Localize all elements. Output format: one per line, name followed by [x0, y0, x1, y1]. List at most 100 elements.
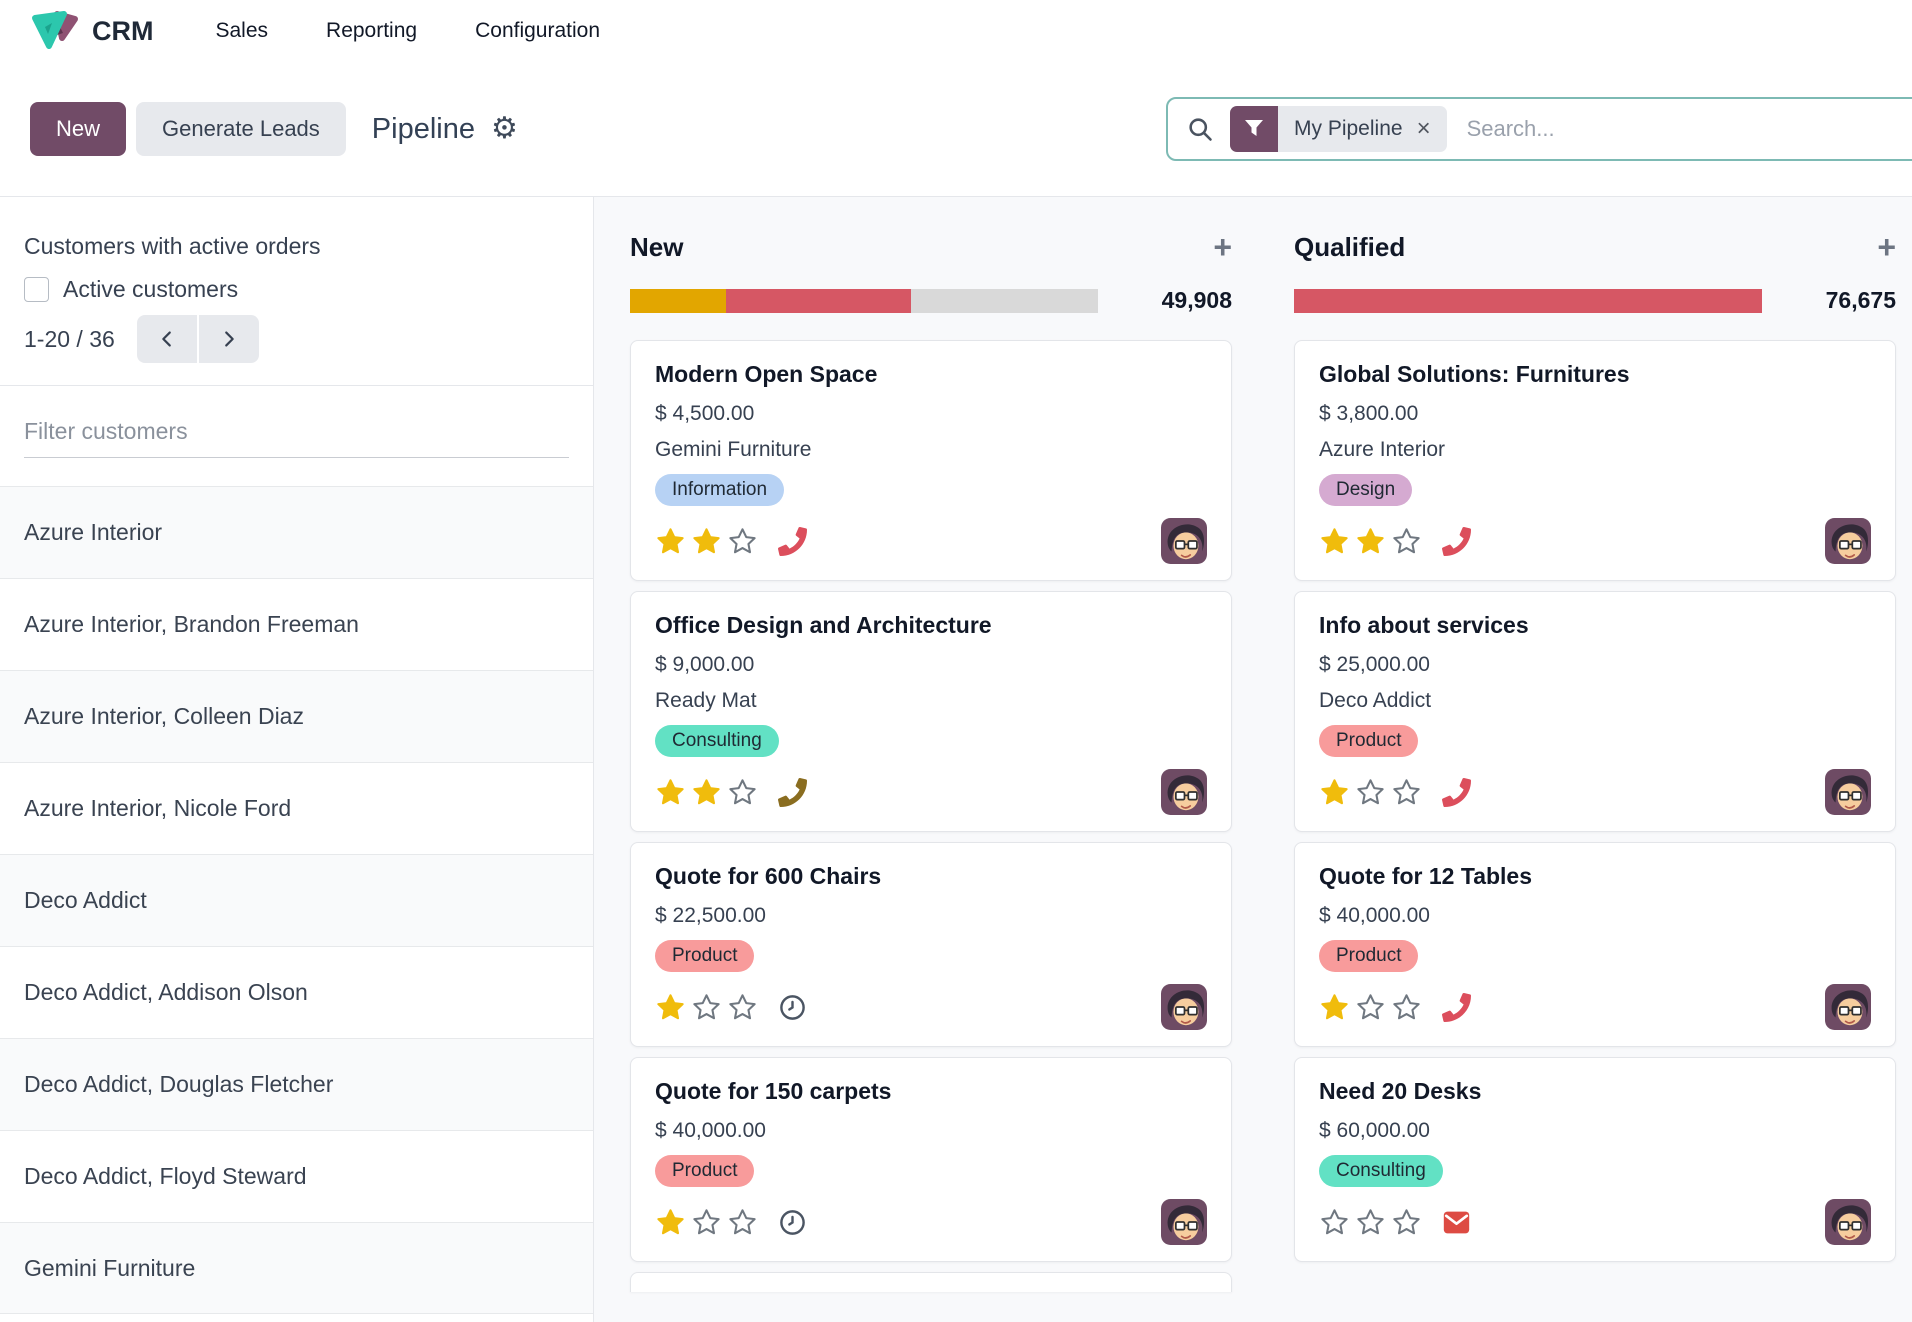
pager-next-button[interactable]	[198, 315, 259, 363]
star-filled-icon[interactable]	[691, 526, 722, 557]
kanban-card-modern-open-space[interactable]: Modern Open Space $ 4,500.00 Gemini Furn…	[630, 340, 1232, 581]
crm-app-logo-icon[interactable]	[30, 9, 80, 53]
card-title: Quote for 600 Chairs	[655, 863, 882, 889]
avatar-image	[1161, 984, 1207, 1030]
customer-list: Azure Interior Azure Interior, Brandon F…	[0, 486, 593, 1314]
clock-activity-icon	[780, 1209, 805, 1235]
salesperson-avatar[interactable]	[1161, 518, 1207, 564]
star-filled-icon[interactable]	[691, 777, 722, 808]
customer-name: Gemini Furniture	[24, 1254, 196, 1281]
customer-row-azure-interior-nicole-ford[interactable]: Azure Interior, Nicole Ford	[0, 762, 593, 854]
tag-consulting: Consulting	[655, 725, 779, 757]
column-progressbar[interactable]	[630, 288, 1098, 313]
customer-name: Azure Interior	[24, 519, 163, 545]
customer-row-deco-addict[interactable]: Deco Addict	[0, 854, 593, 946]
kanban-card-office-design-and-architecture[interactable]: Office Design and Architecture $ 9,000.0…	[630, 591, 1232, 832]
chevron-left-icon	[162, 331, 171, 347]
new-button[interactable]: New	[30, 102, 127, 156]
star-empty-icon[interactable]	[727, 777, 758, 808]
phone-activity-button[interactable]	[1442, 992, 1471, 1022]
salesperson-avatar[interactable]	[1825, 1199, 1871, 1245]
phone-activity-button[interactable]	[1442, 777, 1471, 807]
card-amount: $ 4,500.00	[655, 402, 755, 425]
progress-segment[interactable]	[1294, 288, 1762, 313]
star-filled-icon[interactable]	[1319, 526, 1350, 557]
kanban-card-quote-for-600-chairs[interactable]: Quote for 600 Chairs $ 22,500.00 Product	[630, 842, 1232, 1047]
star-filled-icon[interactable]	[655, 777, 686, 808]
progress-segment[interactable]	[725, 288, 911, 313]
priority-stars	[655, 992, 758, 1023]
card-title: Need 20 Desks	[1319, 1078, 1482, 1104]
phone-activity-button[interactable]	[778, 777, 807, 807]
clock-activity-button[interactable]	[778, 1208, 807, 1237]
customer-row-deco-addict-floyd-steward[interactable]: Deco Addict, Floyd Steward	[0, 1130, 593, 1222]
add-column-record-icon[interactable]: +	[1213, 229, 1232, 265]
envelope-activity-button[interactable]	[1442, 1208, 1471, 1237]
customer-row-gemini-furniture[interactable]: Gemini Furniture	[0, 1222, 593, 1314]
star-empty-icon[interactable]	[1355, 1207, 1386, 1238]
kanban-card-global-solutions-furnitures[interactable]: Global Solutions: Furnitures $ 3,800.00 …	[1294, 340, 1896, 581]
phone-activity-icon	[778, 777, 807, 807]
salesperson-avatar[interactable]	[1161, 769, 1207, 815]
clock-activity-button[interactable]	[778, 993, 807, 1022]
salesperson-avatar[interactable]	[1161, 1199, 1207, 1245]
star-filled-icon[interactable]	[655, 1207, 686, 1238]
star-empty-icon[interactable]	[727, 1207, 758, 1238]
progress-segment[interactable]	[630, 288, 726, 313]
kanban-card-quote-for-12-tables[interactable]: Quote for 12 Tables $ 40,000.00 Product	[1294, 842, 1896, 1047]
phone-activity-button[interactable]	[778, 526, 807, 556]
star-filled-icon[interactable]	[1319, 992, 1350, 1023]
star-empty-icon[interactable]	[1319, 1207, 1350, 1238]
menu-item-sales[interactable]: Sales	[215, 19, 269, 42]
customer-row-azure-interior-brandon-freeman[interactable]: Azure Interior, Brandon Freeman	[0, 578, 593, 670]
star-filled-icon[interactable]	[1355, 526, 1386, 557]
star-empty-icon[interactable]	[727, 992, 758, 1023]
menu-item-reporting[interactable]: Reporting	[326, 19, 418, 42]
star-filled-icon[interactable]	[655, 526, 686, 557]
add-column-record-icon[interactable]: +	[1877, 229, 1896, 265]
kanban-card-quote-for-150-carpets[interactable]: Quote for 150 carpets $ 40,000.00 Produc…	[630, 1057, 1232, 1262]
phone-activity-button[interactable]	[1442, 526, 1471, 556]
filter-customers-input[interactable]	[24, 418, 569, 458]
kanban-card-partial[interactable]	[630, 1272, 1232, 1292]
star-filled-icon[interactable]	[655, 992, 686, 1023]
card-title: Quote for 12 Tables	[1319, 863, 1533, 889]
search-bar[interactable]: My Pipeline ×	[1166, 97, 1912, 161]
pager-range: 1-20 / 36	[24, 325, 115, 352]
generate-leads-button[interactable]: Generate Leads	[136, 102, 346, 156]
star-filled-icon[interactable]	[1319, 777, 1350, 808]
avatar-image	[1161, 518, 1207, 564]
star-empty-icon[interactable]	[1391, 992, 1422, 1023]
menu-item-configuration[interactable]: Configuration	[475, 19, 601, 42]
star-empty-icon[interactable]	[1391, 526, 1422, 557]
gear-icon[interactable]: ⚙︎	[490, 112, 518, 145]
search-input[interactable]	[1466, 116, 1912, 142]
star-empty-icon[interactable]	[1391, 777, 1422, 808]
app-name[interactable]: CRM	[92, 15, 154, 46]
star-empty-icon[interactable]	[1355, 777, 1386, 808]
pager-prev-button[interactable]	[136, 315, 197, 363]
salesperson-avatar[interactable]	[1825, 769, 1871, 815]
search-facet: My Pipeline ×	[1230, 106, 1447, 152]
kanban-card-need-20-desks[interactable]: Need 20 Desks $ 60,000.00 Consulting	[1294, 1057, 1896, 1262]
customer-row-deco-addict-addison-olson[interactable]: Deco Addict, Addison Olson	[0, 946, 593, 1038]
salesperson-avatar[interactable]	[1825, 984, 1871, 1030]
facet-close-icon[interactable]: ×	[1416, 115, 1431, 142]
active-customers-checkbox[interactable]	[24, 277, 49, 302]
salesperson-avatar[interactable]	[1161, 984, 1207, 1030]
star-empty-icon[interactable]	[1391, 1207, 1422, 1238]
star-empty-icon[interactable]	[691, 1207, 722, 1238]
star-empty-icon[interactable]	[691, 992, 722, 1023]
filter-funnel-icon[interactable]	[1230, 106, 1278, 152]
kanban-card-info-about-services[interactable]: Info about services $ 25,000.00 Deco Add…	[1294, 591, 1896, 832]
customer-row-deco-addict-douglas-fletcher[interactable]: Deco Addict, Douglas Fletcher	[0, 1038, 593, 1130]
star-empty-icon[interactable]	[1355, 992, 1386, 1023]
customer-row-azure-interior-colleen-diaz[interactable]: Azure Interior, Colleen Diaz	[0, 670, 593, 762]
customer-name: Deco Addict	[24, 887, 147, 913]
progress-segment[interactable]	[910, 288, 1098, 313]
star-empty-icon[interactable]	[727, 526, 758, 557]
customer-row-azure-interior[interactable]: Azure Interior	[0, 486, 593, 578]
card-amount: $ 40,000.00	[655, 1119, 766, 1142]
column-progressbar[interactable]	[1294, 288, 1762, 313]
salesperson-avatar[interactable]	[1825, 518, 1871, 564]
